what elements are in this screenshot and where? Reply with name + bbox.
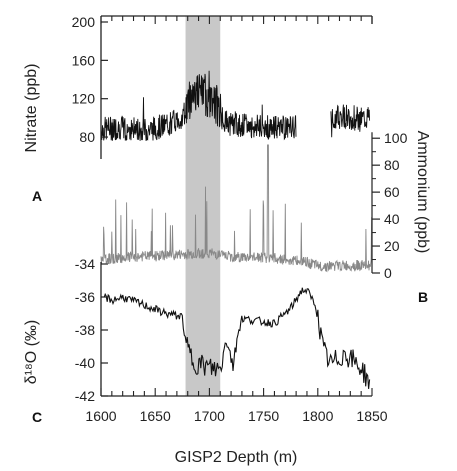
y-tick-label-nitrate: 120 bbox=[72, 91, 96, 107]
panel-label-b: B bbox=[418, 289, 428, 305]
panel-b-ammonium: 0 20 40 60 80 100 bbox=[100, 130, 408, 281]
y-tick-label-nitrate: 80 bbox=[79, 129, 95, 145]
y-tick-label-ammonium: 0 bbox=[384, 265, 392, 281]
y-tick-label-nitrate: 200 bbox=[72, 14, 96, 30]
axes: 1600 1650 1700 1750 1800 1850 bbox=[85, 15, 388, 424]
panel-label-a: A bbox=[32, 188, 42, 204]
y-axis-label-nitrate: Nitrate (ppb) bbox=[23, 64, 40, 153]
panel-a-nitrate: 80 120 160 200 bbox=[72, 14, 371, 145]
y-tick-label-delta18o: -38 bbox=[75, 322, 95, 338]
y-tick-label-delta18o: -34 bbox=[75, 256, 95, 272]
x-tick-label: 1650 bbox=[140, 408, 171, 424]
y-tick-label-nitrate: 160 bbox=[72, 52, 96, 68]
y-tick-label-delta18o: -42 bbox=[75, 388, 95, 404]
ammonium-line bbox=[100, 144, 373, 273]
x-tick-label: 1700 bbox=[194, 408, 225, 424]
y-tick-label-ammonium: 100 bbox=[384, 130, 408, 146]
x-tick-label: 1600 bbox=[85, 408, 116, 424]
y-tick-label-ammonium: 80 bbox=[384, 157, 400, 173]
y-tick-label-delta18o: -36 bbox=[75, 289, 95, 305]
x-axis-label: GISP2 Depth (m) bbox=[175, 449, 298, 466]
x-tick-label: 1800 bbox=[302, 408, 333, 424]
y-tick-label-ammonium: 40 bbox=[384, 211, 400, 227]
y-axis-label-ammonium: Ammonium (ppb) bbox=[414, 131, 431, 254]
nitrate-line bbox=[100, 70, 371, 142]
y-axis-label-delta18o: δ¹⁸O (‰) bbox=[23, 320, 40, 385]
delta18o-line bbox=[103, 287, 371, 389]
y-tick-label-delta18o: -40 bbox=[75, 355, 95, 371]
highlight-band bbox=[185, 16, 221, 396]
y-tick-label-ammonium: 20 bbox=[384, 238, 400, 254]
y-tick-label-ammonium: 60 bbox=[384, 184, 400, 200]
panel-c-delta18o: -34 -36 -38 -40 -42 bbox=[75, 256, 371, 404]
panel-label-c: C bbox=[32, 409, 42, 425]
x-tick-label: 1850 bbox=[356, 408, 387, 424]
x-tick-label: 1750 bbox=[248, 408, 279, 424]
